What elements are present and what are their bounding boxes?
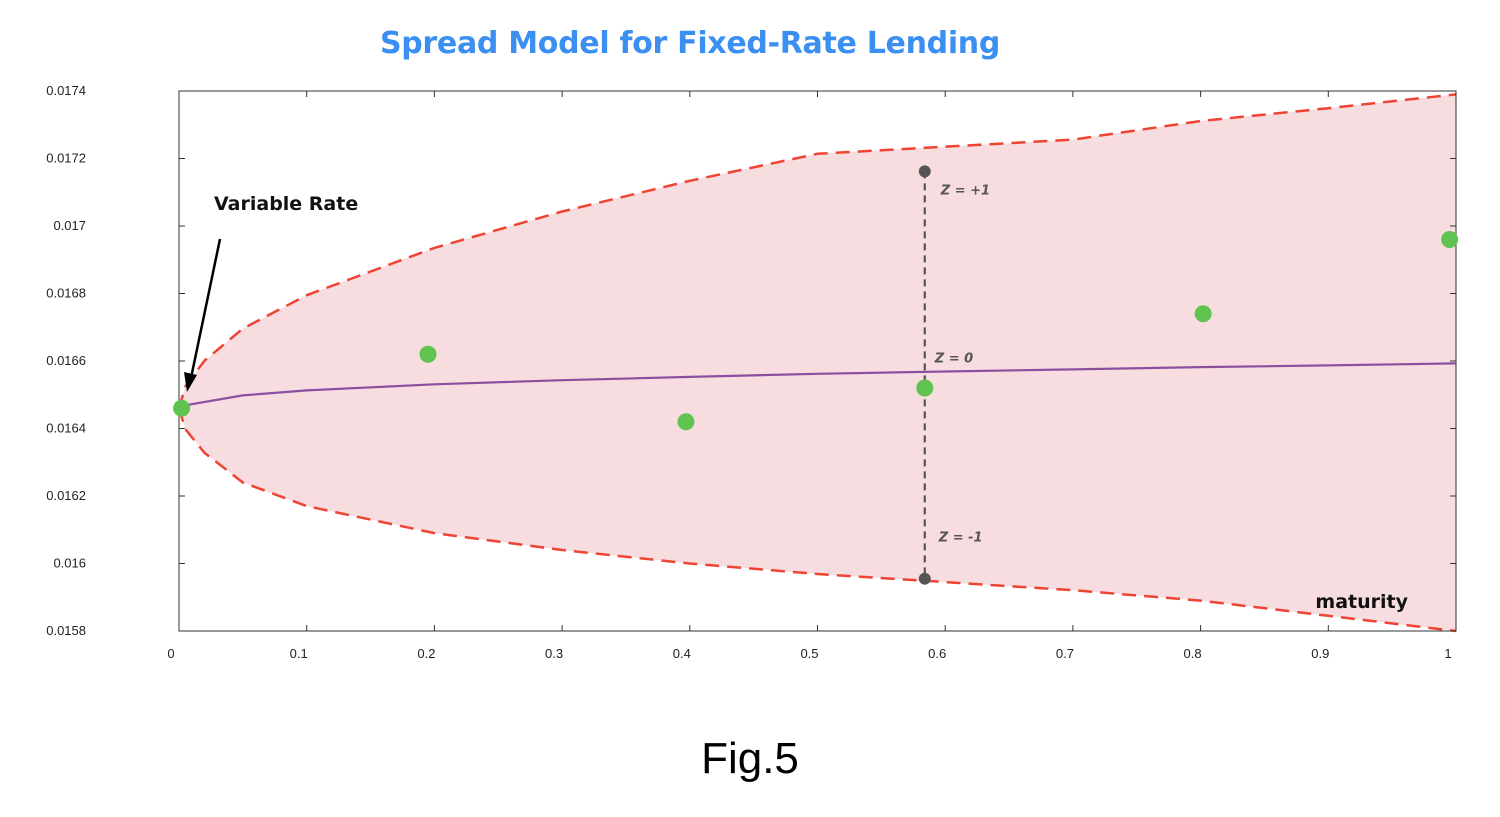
y-tick-label: 0.0166 xyxy=(46,353,86,368)
variable-rate-arrow-head xyxy=(184,372,197,392)
x-tick-label: 0.2 xyxy=(417,646,435,661)
x-tick-label: 0.9 xyxy=(1311,646,1329,661)
data-point xyxy=(173,399,191,417)
figure-caption: Fig.5 xyxy=(701,734,799,783)
x-tick-label: 0.8 xyxy=(1184,646,1202,661)
y-tick-label: 0.0172 xyxy=(46,151,86,166)
z-label: Z = +1 xyxy=(940,183,990,198)
variable-rate-arrow-shaft xyxy=(189,238,222,379)
x-tick-label: 1 xyxy=(1444,646,1451,661)
y-tick-label: 0.0162 xyxy=(46,488,86,503)
x-tick-label: 0.4 xyxy=(673,646,691,661)
data-point xyxy=(677,413,695,431)
chart-title: Spread Model for Fixed-Rate Lending xyxy=(379,26,1001,61)
y-tick-label: 0.0168 xyxy=(46,286,86,301)
lower-bound-line xyxy=(177,407,1457,633)
y-tick-label: 0.0164 xyxy=(46,421,86,436)
x-tick-label: 0.1 xyxy=(290,646,308,661)
data-point xyxy=(1194,305,1212,323)
center-line xyxy=(181,362,1457,407)
x-tick-label: 0 xyxy=(167,646,174,661)
variable-rate-label: Variable Rate xyxy=(214,193,358,215)
x-tick-label: 0.5 xyxy=(800,646,818,661)
data-point xyxy=(419,345,437,363)
x-tick-label: 0.7 xyxy=(1056,646,1074,661)
y-tick-label: 0.0158 xyxy=(46,623,86,638)
z-marker-top-dot xyxy=(918,165,931,178)
z-label: Z = -1 xyxy=(938,531,983,546)
upper-bound-line xyxy=(177,93,1457,409)
data-point xyxy=(1441,231,1459,248)
z-marker-bottom-dot xyxy=(918,572,931,585)
z-label: Z = 0 xyxy=(934,351,973,366)
x-tick-label: 0.6 xyxy=(928,646,946,661)
y-tick-label: 0.017 xyxy=(53,218,86,233)
data-point xyxy=(916,379,934,397)
x-axis-label: maturity xyxy=(1315,591,1408,613)
y-tick-label: 0.0174 xyxy=(46,83,86,98)
confidence-band xyxy=(179,94,1456,631)
y-tick-label: 0.016 xyxy=(53,556,86,571)
x-tick-label: 0.3 xyxy=(545,646,563,661)
